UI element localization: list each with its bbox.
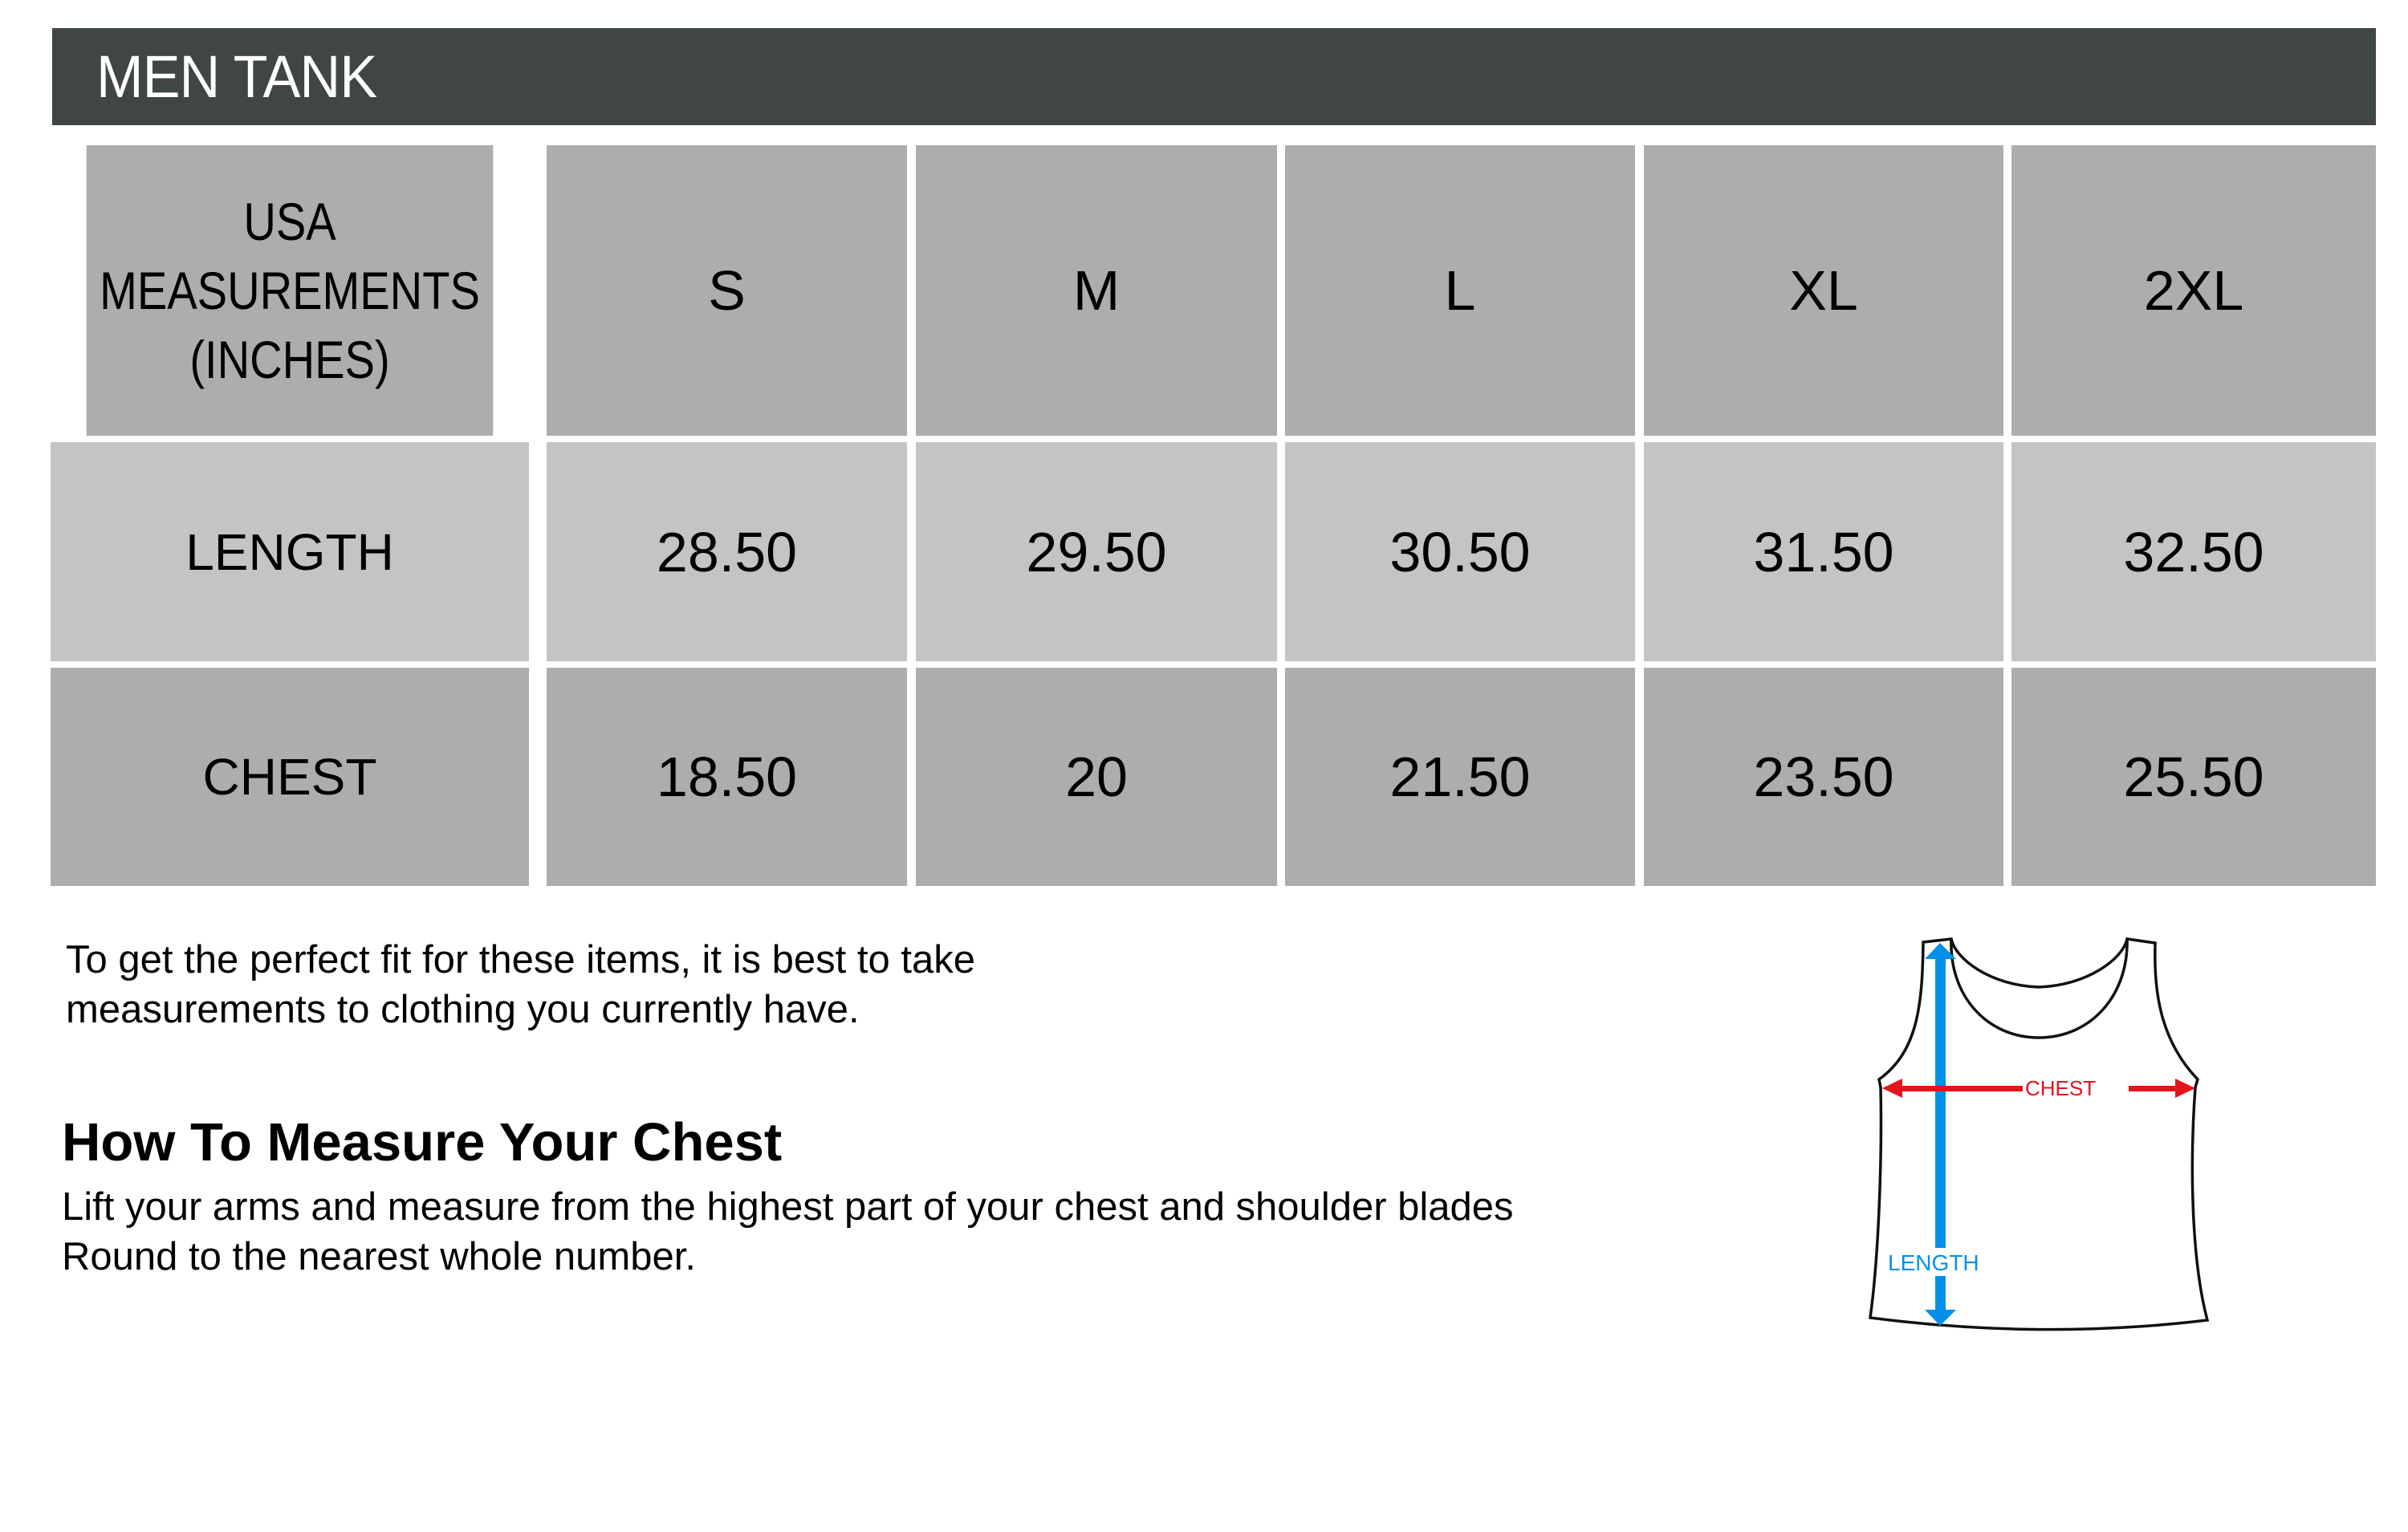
chest-guide-line: Lift your arms and measure from the high… bbox=[62, 1185, 1514, 1229]
chest-value: 20 bbox=[916, 668, 1277, 886]
header-label-line: (INCHES) bbox=[189, 330, 390, 389]
arrow-up-icon bbox=[1925, 943, 1956, 959]
intro-line: To get the perfect fit for these items, … bbox=[66, 938, 975, 981]
size-header-xl: XL bbox=[1644, 145, 2003, 436]
length-arrow bbox=[1925, 943, 1956, 1326]
title-bar: MEN TANK bbox=[52, 28, 2376, 125]
chest-arrow bbox=[1882, 1079, 2195, 1098]
arrow-down-icon bbox=[1925, 1310, 1956, 1326]
row-label-length: LENGTH bbox=[51, 442, 529, 661]
length-value: 31.50 bbox=[1644, 442, 2003, 661]
size-header-2xl: 2XL bbox=[2011, 145, 2376, 436]
page-title: MEN TANK bbox=[96, 43, 377, 110]
intro-line: measurements to clothing you currently h… bbox=[66, 988, 860, 1031]
length-label: LENGTH bbox=[1888, 1250, 1979, 1275]
size-header-m: M bbox=[916, 145, 1277, 436]
arrow-right-icon bbox=[2175, 1079, 2195, 1098]
length-value: 32.50 bbox=[2011, 442, 2376, 661]
size-header-l: L bbox=[1285, 145, 1635, 436]
length-value: 28.50 bbox=[547, 442, 907, 661]
chest-guide-line: Round to the nearest whole number. bbox=[62, 1235, 696, 1278]
tank-outline bbox=[1869, 937, 2210, 1331]
header-label-cell: USA MEASUREMENTS (INCHES) bbox=[86, 145, 494, 436]
intro-text: To get the perfect fit for these items, … bbox=[66, 935, 975, 1034]
arrow-left-icon bbox=[1882, 1079, 1902, 1098]
chest-value: 18.50 bbox=[547, 668, 907, 886]
chest-label: CHEST bbox=[2025, 1076, 2096, 1100]
size-header-s: S bbox=[547, 145, 907, 436]
row-label-chest: CHEST bbox=[51, 668, 529, 886]
length-value: 30.50 bbox=[1285, 442, 1635, 661]
header-label-line: USA bbox=[243, 192, 336, 251]
chest-value: 25.50 bbox=[2011, 668, 2376, 886]
chest-guide-heading: How To Measure Your Chest bbox=[62, 1112, 783, 1172]
chest-guide-text: Lift your arms and measure from the high… bbox=[62, 1182, 1514, 1282]
header-label-line: MEASUREMENTS bbox=[100, 261, 480, 320]
chest-value: 23.50 bbox=[1644, 668, 2003, 886]
length-value: 29.50 bbox=[916, 442, 1277, 661]
tank-diagram: LENGTH CHEST bbox=[1869, 937, 2210, 1331]
chest-value: 21.50 bbox=[1285, 668, 1635, 886]
